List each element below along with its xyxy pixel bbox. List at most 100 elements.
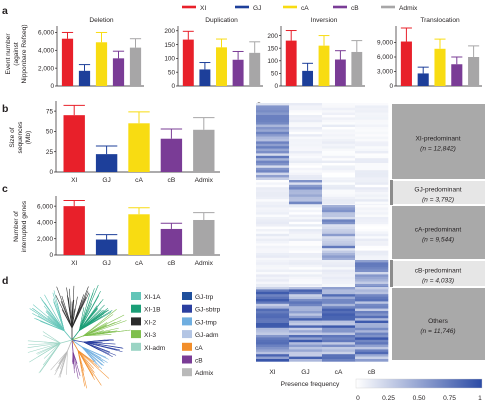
tree-leaf (72, 351, 75, 369)
heatmap-cell (355, 339, 389, 343)
heatmap-cell (322, 184, 356, 188)
chart-a-duplication: Duplication 0 50 100 150 200 (164, 17, 263, 90)
tree-leaf (77, 350, 102, 386)
chart-title: Inversion (311, 17, 338, 24)
heatmap-cell (289, 296, 323, 300)
colorbar-title: Presence frequency (281, 381, 340, 388)
heatmap-cell (322, 212, 356, 215)
heatmap-cell (322, 320, 356, 324)
heatmap-cell (256, 224, 290, 227)
tree-leaf (50, 350, 68, 371)
heatmap-cell (289, 332, 323, 336)
heatmap-cell (256, 122, 290, 125)
heatmap-cell (322, 110, 356, 113)
heatmap-cell (289, 344, 323, 348)
heatmap-cell (322, 148, 356, 152)
heatmap-cell (322, 313, 356, 317)
heatmap-cell (289, 172, 323, 176)
heatmap-cell (256, 148, 290, 152)
heatmap-cell (322, 189, 356, 193)
y-tick-label: 200 (164, 28, 175, 35)
heatmap-cell (355, 347, 389, 350)
heatmap-cell (256, 269, 290, 273)
heatmap-cell (322, 103, 356, 106)
legend-label-xi: XI (200, 5, 206, 12)
tree-legend-swatch (131, 304, 141, 313)
tree-leaf (79, 307, 85, 331)
heatmap-cell (289, 339, 323, 343)
heatmap-cell (289, 226, 323, 230)
tree-legend-label: GJ-trp (195, 294, 214, 301)
heatmap-cell (256, 136, 290, 140)
tree-leaf (44, 341, 61, 344)
heatmap-cell (289, 136, 323, 140)
panel-a-ylabel: Event number (against Nipponbare Refseq) (5, 24, 28, 83)
tree-legend-swatch (182, 342, 192, 351)
heatmap-cell (256, 160, 290, 164)
heatmap-cell (322, 115, 356, 118)
colorbar-tick-label: 0.25 (382, 395, 395, 402)
x-tick-label: cB (168, 260, 176, 267)
heatmap-cell (289, 146, 323, 149)
heatmap-cell (355, 320, 389, 324)
heatmap-cell (289, 177, 323, 181)
y-tick-label: 150 (164, 42, 175, 49)
tree-branch (63, 330, 73, 341)
tree-leaf (81, 346, 109, 360)
heatmap-cell (256, 315, 290, 319)
tree-leaf (57, 350, 68, 370)
heatmap-cell (322, 301, 356, 305)
heatmap-cell (355, 332, 389, 336)
heatmap-cell (322, 122, 356, 125)
tree-leaf (83, 341, 117, 356)
y-tick-label: 0 (171, 83, 175, 90)
heatmap-cell (355, 226, 389, 230)
heatmap-cell (256, 250, 290, 254)
heatmap-cell (289, 264, 323, 268)
heatmap-cell (355, 158, 389, 161)
y-tick-label: 9,000 (377, 40, 393, 47)
heatmap-cell (355, 253, 389, 256)
group-count: (n = 3,792) (422, 197, 454, 204)
heatmap-cell (322, 274, 356, 278)
heatmap-cell (355, 335, 389, 338)
heatmap-cell (256, 253, 290, 256)
heatmap-cell (289, 260, 323, 263)
heatmap-cell (322, 279, 356, 282)
heatmap-cell (289, 153, 323, 157)
heatmap-cell (322, 134, 356, 137)
heatmap-cell (322, 238, 356, 242)
heatmap-cell (322, 311, 356, 314)
tree-branch (71, 339, 74, 352)
heatmap-cell (322, 260, 356, 263)
heatmap-cell (289, 337, 323, 341)
bar-ca (95, 42, 108, 86)
tree-leaf (83, 339, 106, 343)
heatmap-cell (256, 151, 290, 154)
heatmap-cell (322, 264, 356, 268)
heatmap-cell (289, 327, 323, 331)
heatmap-cell (289, 311, 323, 314)
bar-admix (129, 47, 142, 86)
y-tick-label: 0 (49, 169, 53, 176)
tree-leaf (43, 335, 61, 344)
heatmap-cell (289, 219, 323, 223)
heatmap-cell (289, 359, 323, 362)
y-tick-label: 2,000 (37, 236, 53, 243)
heatmap-cell (322, 327, 356, 331)
tree-leaf (60, 351, 68, 375)
heatmap-cell (355, 119, 389, 123)
heatmap-cell (256, 201, 290, 205)
heatmap-cell (322, 245, 356, 249)
heatmap-cell (355, 313, 389, 317)
heatmap-cell (256, 199, 290, 202)
heatmap-cell (355, 117, 389, 121)
y-tick-label: 0 (389, 83, 393, 90)
y-tick-label: 0 (49, 252, 53, 259)
group-count: (n = 9,544) (422, 237, 454, 244)
bar-gj (78, 70, 91, 86)
heatmap-cell (289, 119, 323, 123)
heatmap-cell (289, 103, 323, 106)
group-count: (n = 11,746) (420, 328, 455, 335)
heatmap-cell (322, 136, 356, 140)
